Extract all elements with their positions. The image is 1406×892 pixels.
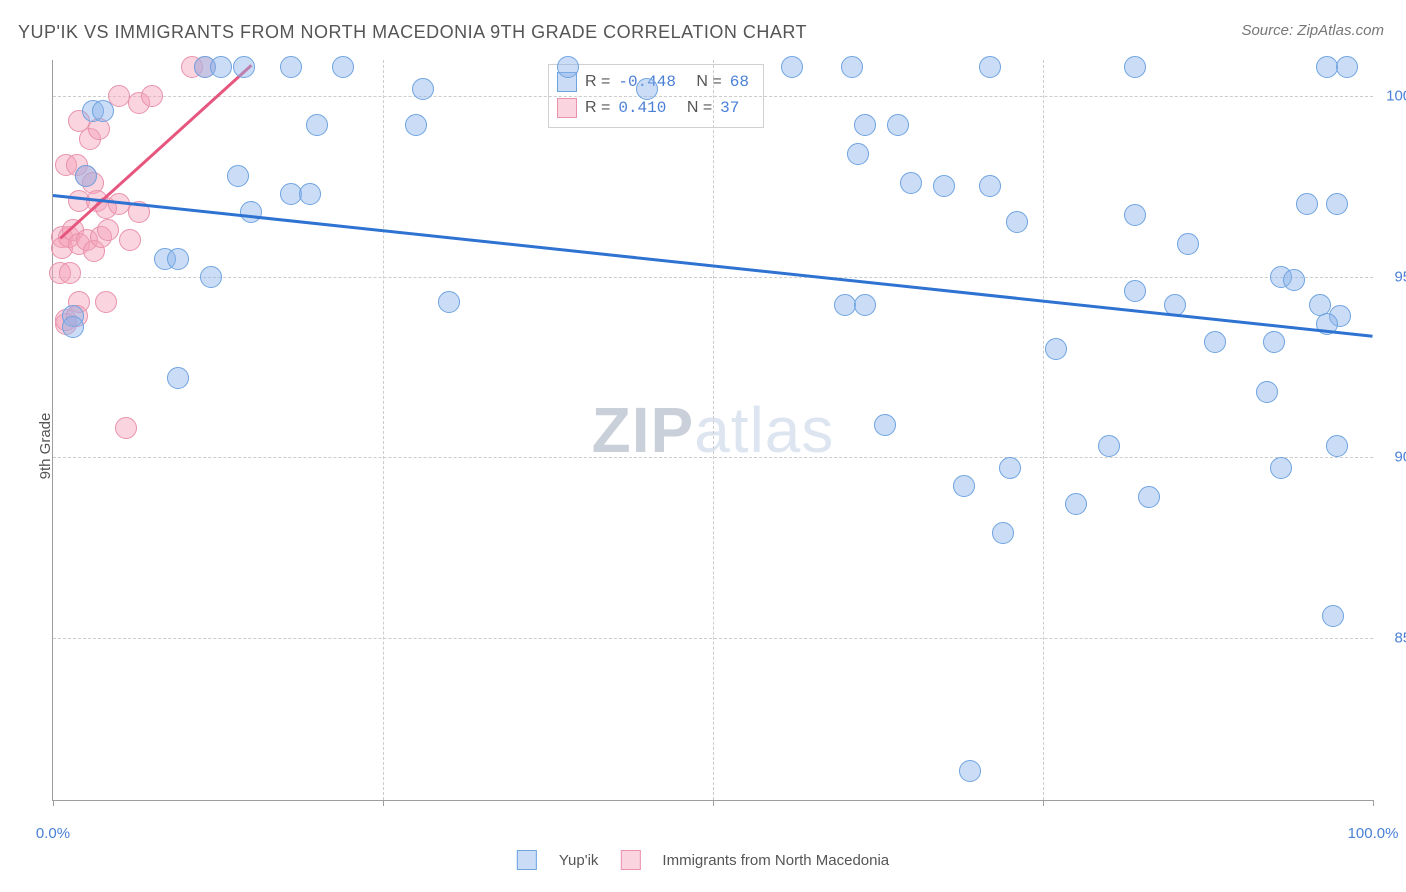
data-point	[953, 475, 975, 497]
y-tick-label: 100.0%	[1386, 88, 1406, 105]
data-point	[75, 165, 97, 187]
legend-label-series1: Yup'ik	[559, 852, 599, 869]
legend-swatch-series2	[620, 850, 640, 870]
data-point	[332, 56, 354, 78]
x-tick-mark	[1043, 800, 1044, 806]
data-point	[119, 229, 141, 251]
data-point	[1322, 605, 1344, 627]
data-point	[854, 294, 876, 316]
data-point	[1138, 486, 1160, 508]
data-point	[933, 175, 955, 197]
data-point	[59, 262, 81, 284]
data-point	[1326, 193, 1348, 215]
data-point	[92, 100, 114, 122]
x-tick-label: 100.0%	[1348, 825, 1399, 842]
data-point	[847, 143, 869, 165]
data-point	[1296, 193, 1318, 215]
data-point	[781, 56, 803, 78]
data-point	[887, 114, 909, 136]
data-point	[1270, 457, 1292, 479]
source-attribution: Source: ZipAtlas.com	[1241, 22, 1384, 39]
data-point	[992, 522, 1014, 544]
data-point	[999, 457, 1021, 479]
data-point	[1045, 338, 1067, 360]
data-point	[979, 56, 1001, 78]
swatch-series2	[557, 98, 577, 118]
data-point	[854, 114, 876, 136]
legend-swatch-series1	[517, 850, 537, 870]
data-point	[227, 165, 249, 187]
data-point	[233, 56, 255, 78]
data-point	[1098, 435, 1120, 457]
data-point	[841, 56, 863, 78]
x-tick-mark	[53, 800, 54, 806]
data-point	[240, 201, 262, 223]
data-point	[412, 78, 434, 100]
data-point	[1256, 381, 1278, 403]
x-tick-mark	[383, 800, 384, 806]
data-point	[900, 172, 922, 194]
data-point	[557, 56, 579, 78]
n-value-s2: 37	[720, 95, 739, 121]
x-tick-mark	[1373, 800, 1374, 806]
scatter-plot: ZIPatlas R = -0.448 N = 68 R = 0.410 N =…	[52, 60, 1373, 801]
legend-label-series2: Immigrants from North Macedonia	[662, 852, 889, 869]
y-tick-label: 85.0%	[1394, 629, 1406, 646]
page-title: YUP'IK VS IMMIGRANTS FROM NORTH MACEDONI…	[18, 22, 807, 43]
data-point	[1124, 56, 1146, 78]
data-point	[1263, 331, 1285, 353]
data-point	[95, 291, 117, 313]
stats-row-series2: R = 0.410 N = 37	[557, 95, 749, 121]
data-point	[280, 56, 302, 78]
data-point	[210, 56, 232, 78]
y-tick-label: 90.0%	[1394, 449, 1406, 466]
bottom-legend: Yup'ik Immigrants from North Macedonia	[517, 850, 889, 870]
r-label: R =	[585, 95, 610, 121]
data-point	[167, 367, 189, 389]
data-point	[1006, 211, 1028, 233]
gridline-v	[713, 60, 714, 800]
data-point	[959, 760, 981, 782]
gridline-v	[383, 60, 384, 800]
x-tick-label: 0.0%	[36, 825, 70, 842]
data-point	[1316, 56, 1338, 78]
data-point	[438, 291, 460, 313]
data-point	[1124, 204, 1146, 226]
data-point	[306, 114, 328, 136]
data-point	[141, 85, 163, 107]
data-point	[167, 248, 189, 270]
data-point	[115, 417, 137, 439]
data-point	[97, 219, 119, 241]
data-point	[1177, 233, 1199, 255]
data-point	[834, 294, 856, 316]
n-label: N =	[696, 69, 721, 95]
r-label: R =	[585, 69, 610, 95]
data-point	[200, 266, 222, 288]
data-point	[979, 175, 1001, 197]
data-point	[405, 114, 427, 136]
data-point	[280, 183, 302, 205]
n-value-s1: 68	[730, 69, 749, 95]
data-point	[1124, 280, 1146, 302]
data-point	[1283, 269, 1305, 291]
y-tick-label: 95.0%	[1394, 268, 1406, 285]
gridline-v	[1043, 60, 1044, 800]
x-tick-mark	[713, 800, 714, 806]
data-point	[1065, 493, 1087, 515]
data-point	[62, 316, 84, 338]
n-label: N =	[687, 95, 712, 121]
data-point	[636, 78, 658, 100]
data-point	[1204, 331, 1226, 353]
data-point	[299, 183, 321, 205]
data-point	[1336, 56, 1358, 78]
data-point	[874, 414, 896, 436]
data-point	[1326, 435, 1348, 457]
